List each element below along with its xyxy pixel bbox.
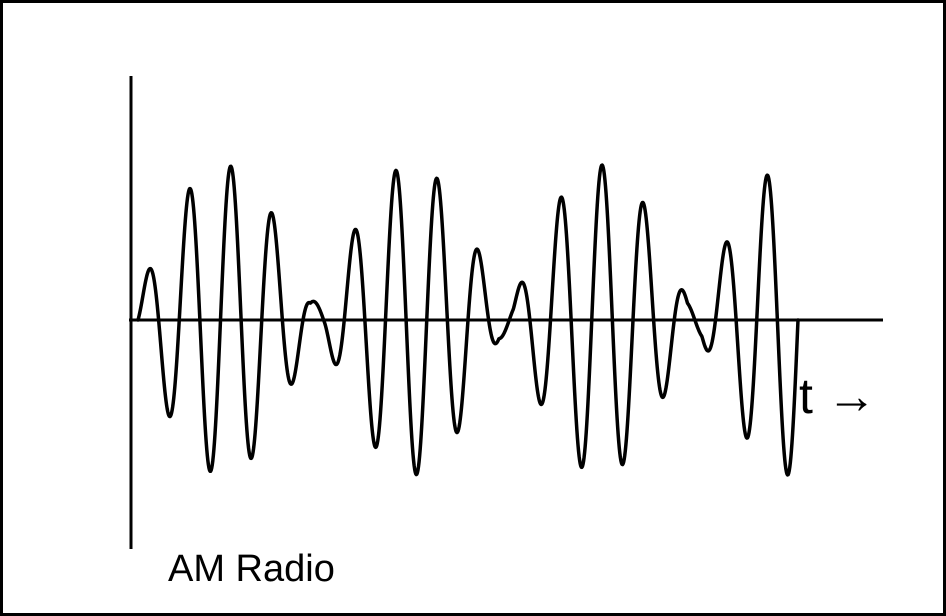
- am-waveform: [136, 163, 800, 477]
- am-diagram: t → AM Radio: [129, 76, 883, 590]
- time-axis-label: t →: [799, 368, 877, 424]
- caption: AM Radio: [168, 548, 335, 590]
